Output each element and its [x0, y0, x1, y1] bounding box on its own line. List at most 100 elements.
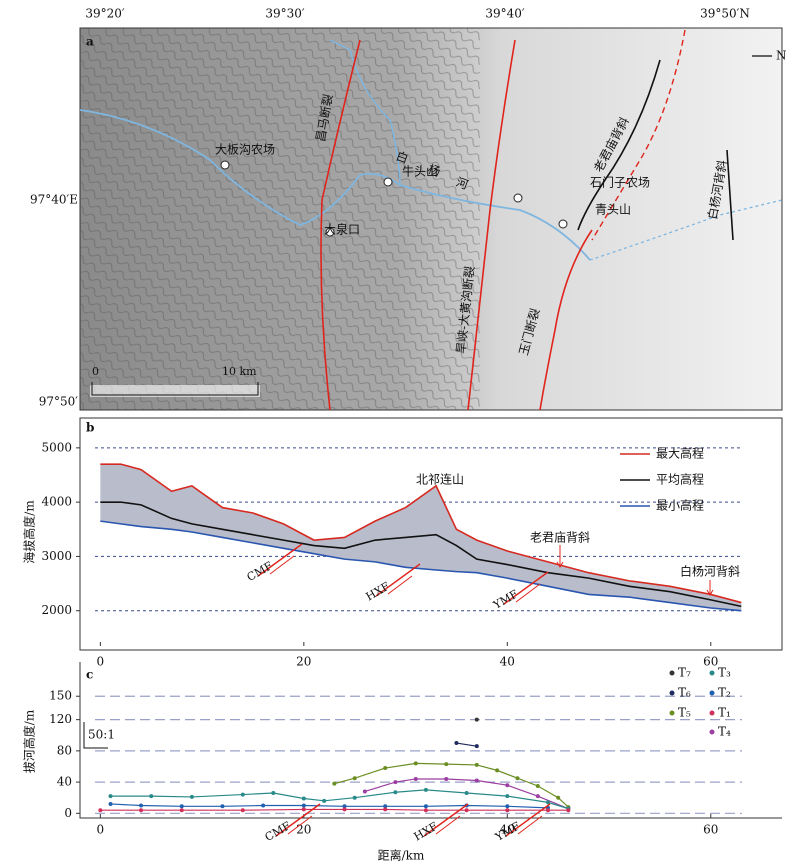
data-point — [352, 795, 357, 800]
annotation: 北祁连山 — [416, 472, 464, 487]
fault — [320, 39, 361, 411]
legend-marker — [669, 690, 675, 696]
annotation: 老君庙背斜 — [530, 531, 590, 545]
data-point — [515, 776, 520, 781]
data-point — [220, 804, 225, 809]
fault-annotation: YMF — [490, 587, 520, 612]
river-label: 河 — [454, 175, 470, 192]
lat-label: 39°40′ — [485, 7, 525, 21]
scale-bar — [91, 382, 259, 396]
fault-symbol — [375, 563, 421, 597]
y-tick-label: 4000 — [41, 495, 72, 509]
data-point — [98, 808, 103, 813]
data-point — [139, 808, 144, 813]
fault-annotation: CMF — [263, 819, 293, 844]
series-line — [110, 789, 569, 810]
y-tick-label: 80 — [57, 743, 72, 757]
fault — [539, 229, 593, 411]
series-line — [100, 520, 742, 612]
data-point — [332, 781, 337, 786]
x-tick-label: 40 — [500, 655, 515, 669]
north-label: N — [776, 49, 787, 63]
x-tick-label: 0 — [97, 823, 105, 837]
data-point — [454, 741, 459, 746]
fault-symbol — [503, 571, 549, 605]
data-point — [444, 776, 449, 781]
river-label: 白 — [394, 148, 410, 166]
legend-label: T₂ — [718, 686, 731, 700]
annotation: 白杨河背斜 — [680, 564, 740, 579]
legend-label: 最大高程 — [656, 446, 704, 461]
annotation-arrow — [556, 545, 564, 568]
data-point — [505, 794, 510, 799]
legend-label: 平均高程 — [656, 472, 704, 487]
y-tick-label: 0 — [64, 806, 72, 820]
data-point — [179, 808, 184, 813]
data-point — [566, 808, 571, 813]
y-tick-label: 40 — [57, 775, 72, 789]
place-label: 大板沟农场 — [215, 143, 275, 157]
river — [329, 39, 401, 186]
map-relief — [80, 28, 480, 410]
river — [79, 109, 591, 261]
panel-label: b — [86, 421, 94, 435]
legend-label: T₆ — [678, 686, 691, 700]
fault-symbol — [517, 815, 543, 835]
legend-label: T₃ — [718, 666, 731, 680]
y-tick-label: 5000 — [41, 440, 72, 454]
data-point — [495, 768, 500, 773]
place-marker — [558, 219, 568, 229]
map-panel: a N 0 10 km — [79, 27, 787, 411]
range-fill — [100, 464, 742, 611]
scale-label: 0 — [92, 365, 99, 378]
fault-symbol — [505, 803, 551, 837]
data-point — [240, 808, 245, 813]
y-tick-label: 3000 — [41, 549, 72, 563]
data-point — [413, 776, 418, 781]
series-line — [456, 742, 477, 747]
data-point — [505, 783, 510, 788]
data-point — [474, 717, 479, 722]
legend-marker — [709, 670, 715, 676]
series-line — [100, 501, 742, 608]
data-point — [464, 808, 469, 813]
y-tick-label: 2000 — [41, 603, 72, 617]
x-tick-label: 0 — [97, 655, 105, 669]
annotation-arrow — [706, 580, 714, 596]
x-tick-label: 20 — [296, 823, 311, 837]
place-label: 青头山 — [595, 203, 631, 217]
anticline-axis — [577, 59, 661, 231]
data-point — [342, 804, 347, 809]
data-point — [423, 787, 428, 792]
place-label: 石门子农场 — [590, 175, 650, 190]
lon-label: 97°50′ — [39, 395, 79, 409]
fault-dashed — [591, 29, 686, 241]
data-point — [535, 794, 540, 799]
lon-label: 97°40′E — [30, 193, 78, 207]
legend-label: T₄ — [718, 725, 731, 739]
scale-label: 50:1 — [88, 728, 115, 742]
data-point — [301, 807, 306, 812]
series-line — [110, 803, 549, 809]
legend-label: T₅ — [678, 706, 691, 720]
panel-label: a — [86, 35, 94, 49]
data-point — [362, 789, 367, 794]
fault-symbol — [257, 543, 303, 577]
fault-symbol — [287, 815, 313, 835]
fault-symbol — [387, 575, 413, 595]
legend-marker — [709, 690, 715, 696]
data-point — [393, 780, 398, 785]
x-tick-label: 20 — [296, 655, 311, 669]
data-point — [393, 790, 398, 795]
legend-marker — [669, 670, 675, 676]
data-point — [464, 791, 469, 796]
data-point — [383, 766, 388, 771]
scale-label: 10 km — [222, 365, 257, 378]
data-point — [139, 803, 144, 808]
data-point — [322, 798, 327, 803]
legend-label: T₁ — [718, 706, 731, 720]
legend-marker — [669, 710, 675, 716]
y-axis-label: 拔河高度/m — [22, 709, 37, 773]
scale-box — [90, 385, 260, 397]
y-tick-label: 120 — [49, 712, 72, 726]
